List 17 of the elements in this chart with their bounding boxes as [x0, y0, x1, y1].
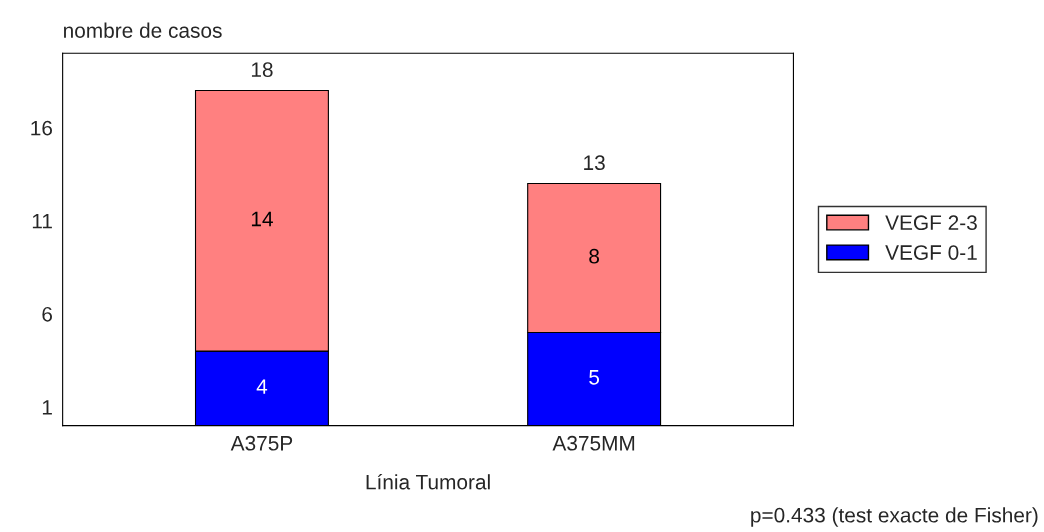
x-tick-label: A375MM — [552, 435, 635, 451]
data-label: 14 — [251, 211, 273, 227]
x-tick-label: A375P — [230, 435, 293, 451]
text: p=0.433 (test exacte de Fisher) — [751, 507, 1038, 527]
data-label: 4 — [256, 379, 268, 394]
legend-label: VEGF 0-1 — [885, 245, 977, 260]
y-tick-label: 1 — [42, 400, 52, 415]
total-label: 18 — [251, 62, 273, 78]
y-tick-label: 6 — [42, 306, 52, 322]
data-label: 8 — [589, 248, 600, 264]
data-label: 5 — [589, 370, 600, 385]
y-tick-label: 16 — [31, 120, 52, 136]
x-axis-title: Línia Tumoral — [366, 473, 490, 490]
total-label: 13 — [584, 155, 605, 171]
legend-label: VEGF 2-3 — [885, 215, 977, 231]
y-tick-label: 11 — [32, 214, 52, 229]
y-axis-title: nombre de casos — [64, 22, 222, 38]
